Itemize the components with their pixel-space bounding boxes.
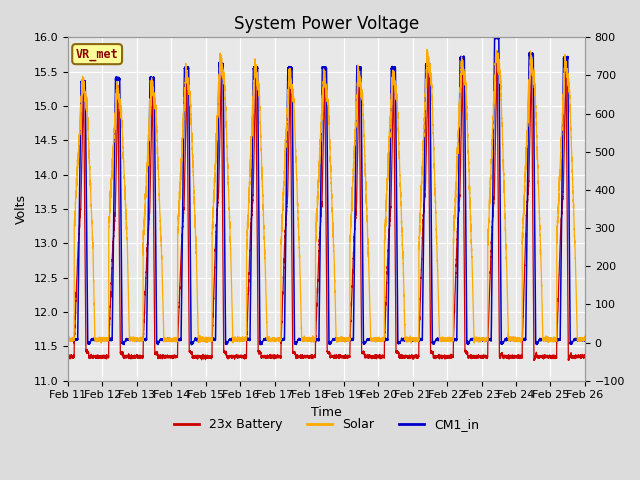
X-axis label: Time: Time [311, 406, 342, 419]
Y-axis label: Volts: Volts [15, 194, 28, 224]
Text: VR_met: VR_met [76, 48, 118, 60]
Title: System Power Voltage: System Power Voltage [234, 15, 419, 33]
Legend: 23x Battery, Solar, CM1_in: 23x Battery, Solar, CM1_in [169, 413, 484, 436]
